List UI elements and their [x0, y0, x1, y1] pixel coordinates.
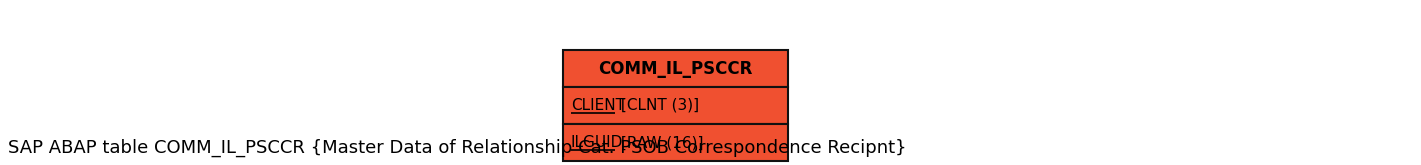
Bar	[563, 87, 789, 124]
Text: CLIENT: CLIENT	[571, 98, 625, 113]
Bar	[563, 124, 789, 161]
Bar	[563, 50, 789, 87]
Text: ILGUID: ILGUID	[571, 135, 624, 150]
Text: SAP ABAP table COMM_IL_PSCCR {Master Data of Relationship Cat. PSOB Corresponden: SAP ABAP table COMM_IL_PSCCR {Master Dat…	[9, 139, 907, 157]
Text: [RAW (16)]: [RAW (16)]	[615, 135, 703, 150]
Text: COMM_IL_PSCCR: COMM_IL_PSCCR	[598, 60, 753, 78]
Text: [CLNT (3)]: [CLNT (3)]	[615, 98, 699, 113]
